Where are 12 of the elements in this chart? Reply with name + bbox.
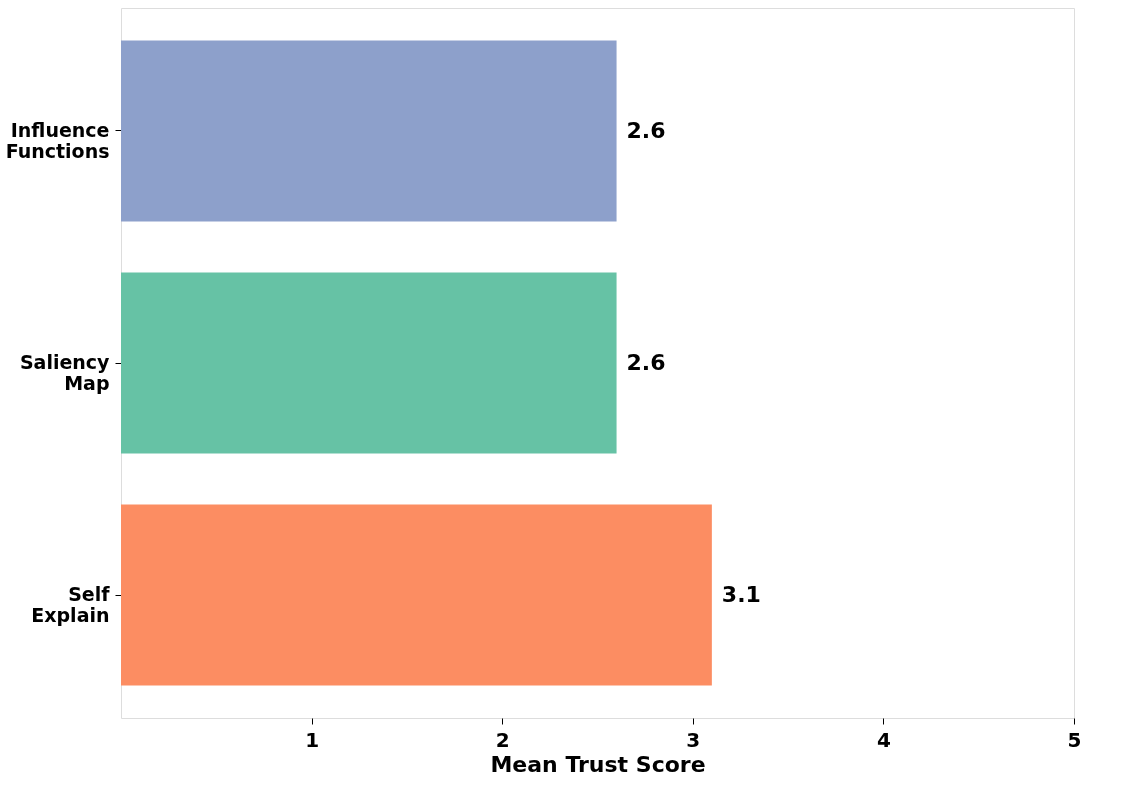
- x-tick-label: 2: [495, 727, 510, 752]
- y-tick-label: Saliency Map: [19, 351, 111, 394]
- x-tick-label: 1: [305, 727, 320, 752]
- data-label: 2.6: [626, 117, 666, 143]
- y-tick-label: Influence Functions: [5, 118, 110, 162]
- data-label: 3.1: [721, 582, 761, 608]
- x-axis-title: Mean Trust Score: [490, 751, 706, 777]
- data-label: 2.6: [626, 350, 666, 375]
- x-tick-label: 4: [876, 727, 891, 752]
- x-tick-label: 5: [1067, 727, 1082, 752]
- y-tick-label: Self Explain: [31, 583, 111, 627]
- x-tick-label: 3: [686, 727, 701, 752]
